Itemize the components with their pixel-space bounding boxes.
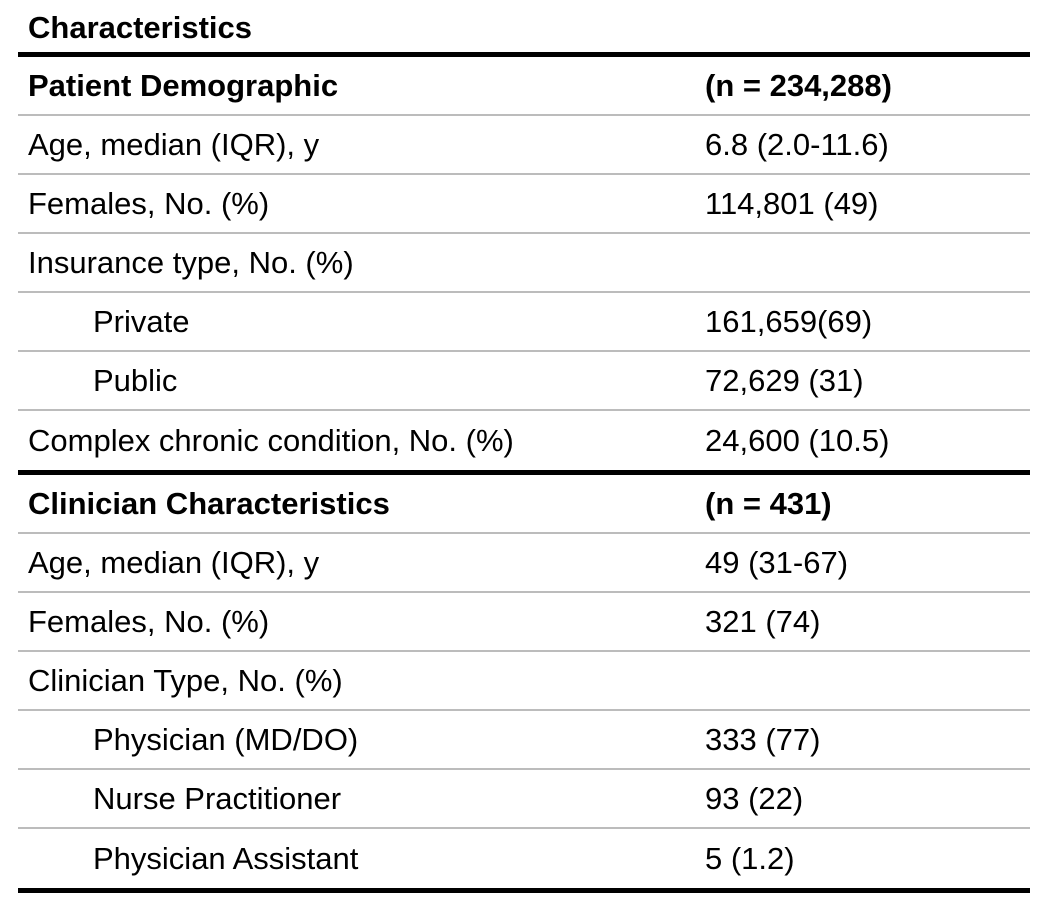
section-clinician-characteristics: Clinician Characteristics (n = 431) Age,…: [18, 475, 1030, 893]
row-value: 5 (1.2): [705, 840, 795, 876]
table-row: Females, No. (%) 114,801 (49): [18, 175, 1030, 234]
table-row: Physician Assistant 5 (1.2): [18, 829, 1030, 888]
row-label: Clinician Type, No. (%): [28, 662, 343, 698]
section-header-row: Patient Demographic (n = 234,288): [18, 57, 1030, 116]
row-label: Physician Assistant: [93, 840, 359, 876]
section-header-value: (n = 431): [705, 485, 832, 521]
table-row: Private 161,659(69): [18, 293, 1030, 352]
table-row: Females, No. (%) 321 (74): [18, 593, 1030, 652]
row-value: 72,629 (31): [705, 362, 864, 398]
row-label: Females, No. (%): [28, 185, 270, 221]
row-label: Public: [93, 362, 178, 398]
row-value: 161,659(69): [705, 303, 873, 339]
row-value: 321 (74): [705, 603, 821, 639]
table-row: Age, median (IQR), y 49 (31-67): [18, 534, 1030, 593]
row-value: 24,600 (10.5): [705, 422, 890, 458]
section-header-row: Clinician Characteristics (n = 431): [18, 475, 1030, 534]
table-row: Insurance type, No. (%): [18, 234, 1030, 293]
row-label: Age, median (IQR), y: [28, 126, 320, 162]
characteristics-table: Characteristics Patient Demographic (n =…: [18, 0, 1030, 893]
section-patient-demographic: Patient Demographic (n = 234,288) Age, m…: [18, 57, 1030, 475]
row-value: 93 (22): [705, 780, 804, 816]
table-row: Public 72,629 (31): [18, 352, 1030, 411]
row-label: Physician (MD/DO): [93, 721, 359, 757]
row-value: 333 (77): [705, 721, 821, 757]
row-value: 49 (31-67): [705, 544, 849, 580]
table-row: Clinician Type, No. (%): [18, 652, 1030, 711]
row-label: Nurse Practitioner: [93, 780, 342, 816]
row-value: 114,801 (49): [705, 185, 879, 221]
table-row: Nurse Practitioner 93 (22): [18, 770, 1030, 829]
section-header-label: Patient Demographic: [28, 67, 339, 103]
table-row: Age, median (IQR), y 6.8 (2.0-11.6): [18, 116, 1030, 175]
section-header-label: Clinician Characteristics: [28, 485, 390, 521]
row-label: Complex chronic condition, No. (%): [28, 422, 514, 458]
table-row: Complex chronic condition, No. (%) 24,60…: [18, 411, 1030, 470]
row-label: Females, No. (%): [28, 603, 270, 639]
row-label: Private: [93, 303, 190, 339]
row-label: Age, median (IQR), y: [28, 544, 320, 580]
table-title: Characteristics: [18, 0, 1030, 57]
section-header-value: (n = 234,288): [705, 67, 892, 103]
table-row: Physician (MD/DO) 333 (77): [18, 711, 1030, 770]
row-label: Insurance type, No. (%): [28, 244, 354, 280]
row-value: 6.8 (2.0-11.6): [705, 126, 889, 162]
